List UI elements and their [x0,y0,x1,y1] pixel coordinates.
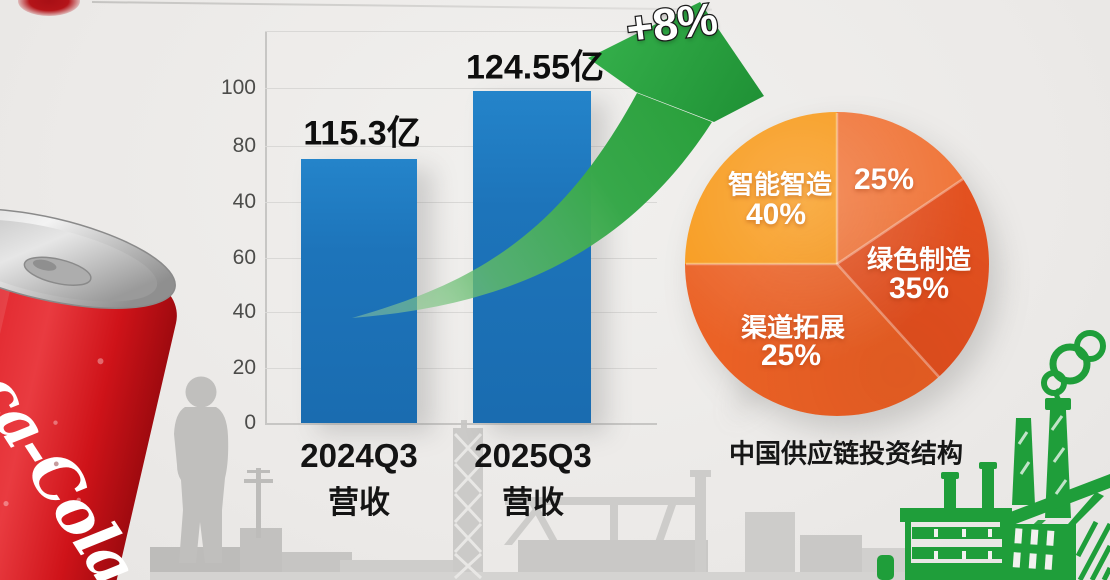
pie-chart-title: 中国供应链投资结构 [728,438,964,469]
x-label-2024q3-sub: 营收 [328,485,390,520]
red-logo-fragment [18,0,80,16]
y-tick-label: 100 [220,76,256,99]
gridline [265,88,657,89]
growth-percentage-badge: +8% [622,0,721,56]
bar-2024q3-revenue [301,159,417,423]
pie-label-channel-expansion: 渠道拓展 [740,312,846,343]
pie-pct-top-slice: 25% [853,163,915,196]
pie-label-green-manufacturing: 绿色制造 [866,244,972,275]
y-tick-label: 60 [232,246,256,269]
pie-pct-green-manufacturing: 35% [888,272,950,305]
pie-pct-smart-manufacturing: 40% [745,198,807,231]
x-label-2024q3: 2024Q3 [300,437,418,474]
gridline [265,31,657,32]
x-label-2025q3: 2025Q3 [474,437,592,474]
pie-label-smart-manufacturing: 智能智造 [727,169,833,200]
y-tick-label: 40 [232,300,256,323]
bar-chart-y-axis [265,31,267,425]
pie-chart: 智能智造 40% 25% 绿色制造 35% 渠道拓展 25% [685,112,989,416]
y-tick-label: 20 [232,356,256,379]
x-label-2025q3-sub: 营收 [502,485,564,520]
pie-gloss-overlay [685,112,989,416]
can-brand-script: Coca-Cola [0,288,151,580]
x-axis-line [265,423,657,425]
y-tick-label: 40 [232,190,256,213]
pie-slice-dividers [686,113,964,378]
y-tick-label: 0 [244,411,256,434]
bar-value-2025q3: 124.55亿 [466,48,604,87]
bar-2025q3-revenue [473,91,591,423]
gridline [265,368,657,369]
bar-value-2024q3: 115.3亿 [303,114,421,153]
frame-edge-line [91,1,712,11]
person-silhouette [174,376,229,563]
pie-pct-channel-expansion: 25% [760,339,822,372]
y-tick-label: 80 [232,134,256,157]
